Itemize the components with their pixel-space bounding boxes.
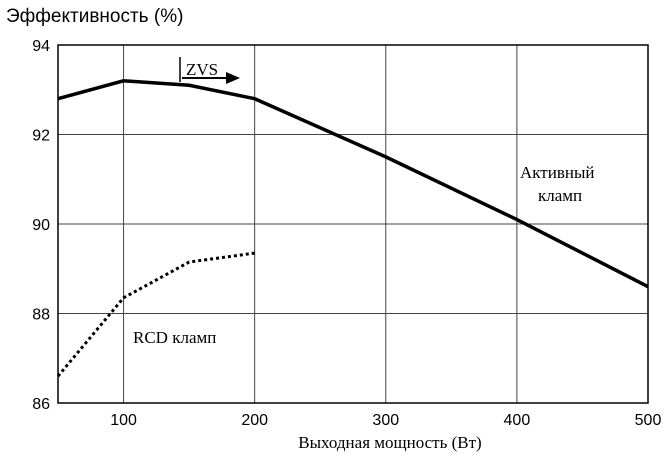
x-tick-label: 100 [110,412,137,429]
chart-title: Эффективность (%) [6,6,183,27]
y-tick-label: 94 [32,38,50,55]
y-tick-label: 88 [32,307,50,324]
y-tick-label: 90 [32,217,50,234]
y-tick-label: 92 [32,128,50,145]
plot-frame [57,44,649,404]
annotation: кламп [538,186,582,205]
y-tick-label: 86 [32,396,50,413]
zvs-arrowhead [226,72,240,84]
x-tick-label: 200 [241,412,268,429]
series-line [56,251,255,378]
annotation: RCD кламп [133,328,216,347]
series-line [57,79,649,289]
annotation: ZVS [186,60,218,79]
x-axis-label: Выходная мощность (Вт) [298,433,481,452]
x-tick-label: 300 [372,412,399,429]
x-tick-label: 400 [504,412,531,429]
x-tick-label: 500 [635,412,662,429]
annotation: Активный [520,163,594,182]
